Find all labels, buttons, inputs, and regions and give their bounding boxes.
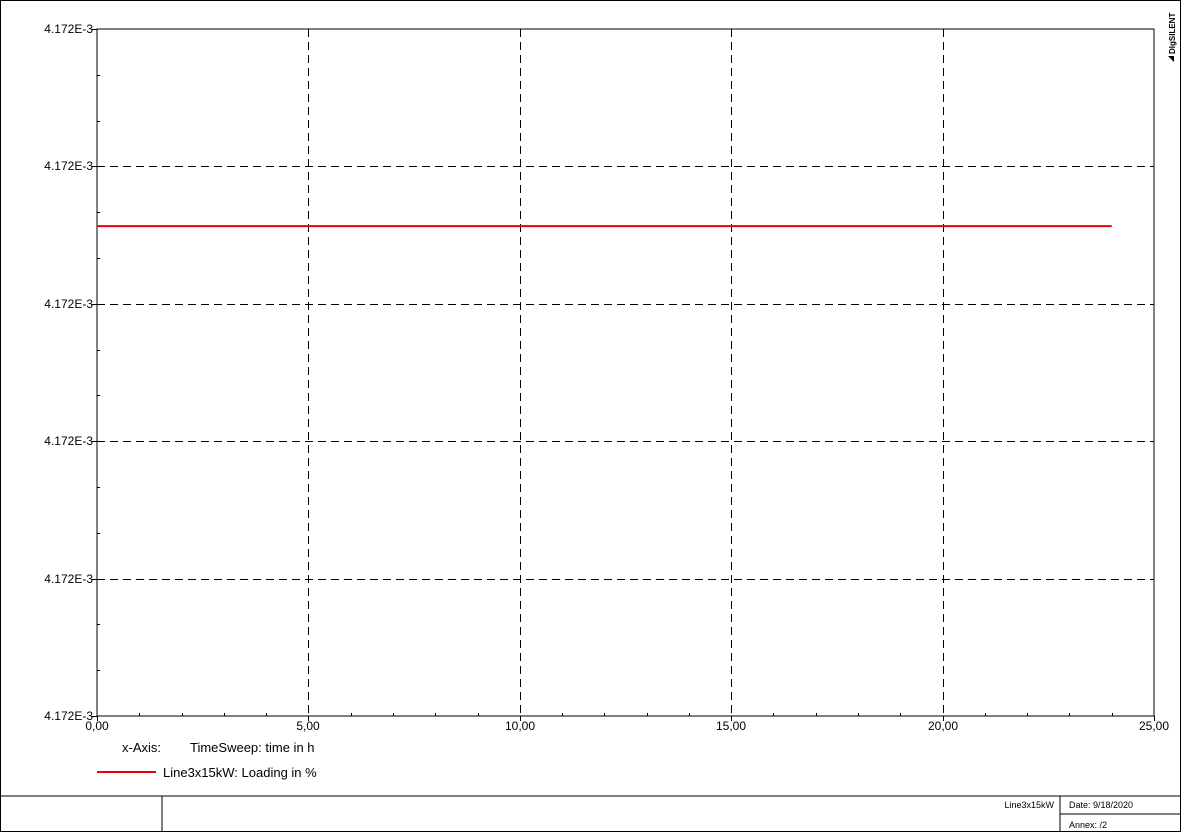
legend-series-label: Line3x15kW: Loading in % [163, 765, 317, 780]
x-tick-label: 15,00 [716, 719, 746, 733]
brand-text: DIgSILENT [1168, 13, 1177, 54]
plot-area [96, 28, 1155, 717]
x-axis-label: TimeSweep: time in h [190, 740, 315, 755]
brand-logo: DIgSILENT [1168, 13, 1177, 62]
y-tick-labels: 4.172E-3 4.172E-3 4.172E-3 4.172E-3 4.172E-3… [44, 22, 93, 723]
brand-triangle-icon [1168, 56, 1174, 62]
x-tick-label: 25,00 [1139, 719, 1169, 733]
footer-annex: Annex: /2 [1069, 820, 1107, 830]
footer-block: Line3x15kW Date: 9/18/2020 Annex: /2 [0, 795, 1181, 832]
grid [92, 29, 1155, 721]
y-tick-label: 4.172E-3 [44, 22, 93, 36]
x-tick-label: 5,00 [296, 719, 320, 733]
x-tick-labels: 0,00 5,00 10,00 15,00 20,00 25,00 [85, 719, 1169, 733]
y-tick-label: 4.172E-3 [44, 297, 93, 311]
y-tick-label: 4.172E-3 [44, 159, 93, 173]
x-axis-prefix: x-Axis: [122, 740, 161, 755]
x-tick-label: 0,00 [85, 719, 109, 733]
footer-object-name: Line3x15kW [1004, 800, 1054, 810]
y-tick-label: 4.172E-3 [44, 709, 93, 723]
y-tick-label: 4.172E-3 [44, 434, 93, 448]
footer-date: Date: 9/18/2020 [1069, 800, 1133, 810]
x-tick-label: 10,00 [505, 719, 535, 733]
y-tick-label: 4.172E-3 [44, 572, 93, 586]
x-tick-label: 20,00 [928, 719, 958, 733]
